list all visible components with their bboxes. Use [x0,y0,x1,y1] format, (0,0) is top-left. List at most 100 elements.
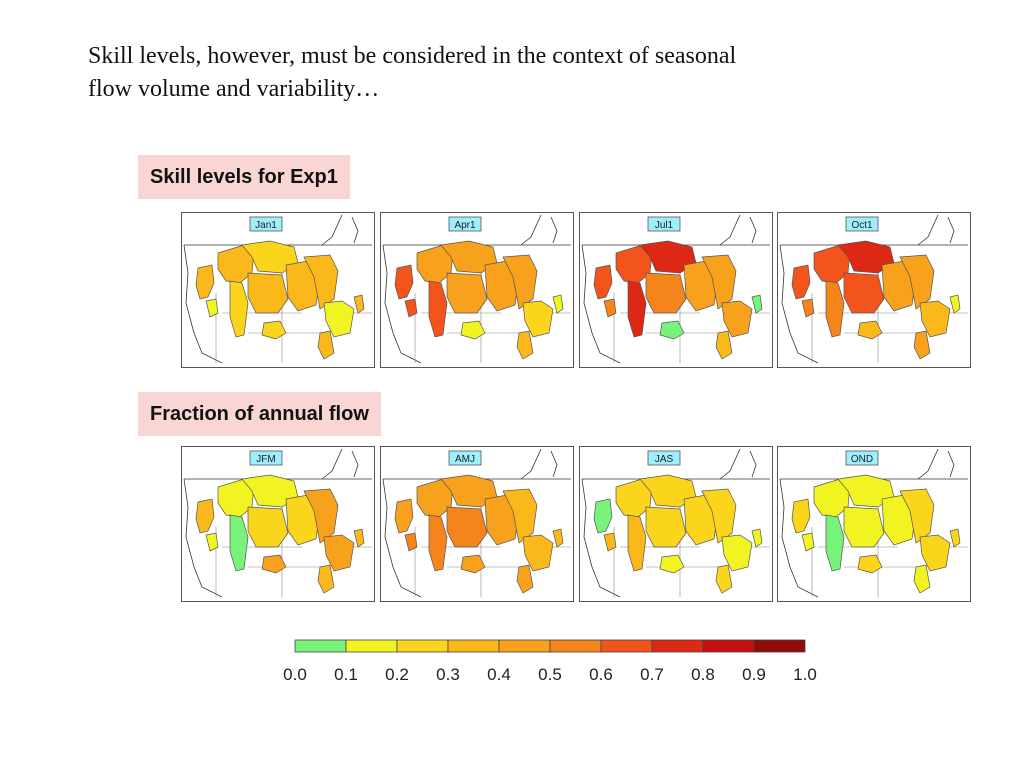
legend-tick: 1.0 [793,665,817,684]
coast-line [581,244,621,364]
basin-rio [913,330,931,360]
coast-line [550,216,558,244]
basin-upper-miss [502,488,538,544]
basin-east [751,528,763,548]
basin-missouri-s [645,272,687,314]
basin-west [593,264,613,300]
legend-swatch-7 [651,639,704,653]
basin-great-basin [801,532,815,552]
legend-swatch-5 [549,639,602,653]
map-title: Oct1 [845,216,879,232]
basins [791,474,961,594]
map-title-bg [448,450,482,466]
coast-line [382,244,422,364]
legend-swatch-0 [294,639,347,653]
map-panel-jul1: Jul1 [579,212,773,368]
basin-rio [913,564,931,594]
basin-missouri-s [247,272,289,314]
basin-great-basin [205,532,219,552]
map-title-bg [845,216,879,232]
basin-lower-miss [522,534,554,572]
basin-mountain [428,280,448,338]
coast-line [749,450,757,478]
coast-line [520,214,542,246]
basin-lower-miss [323,300,355,338]
map-panel-jfm: JFM [181,446,375,602]
intro-text: Skill levels, however, must be considere… [88,40,888,106]
map-title-bg [647,450,681,466]
coast-line [382,478,422,598]
map-title: Jan1 [249,216,283,232]
section-label-skill: Skill levels for Exp1 [138,155,350,199]
basin-missouri-s [843,506,885,548]
map-title-bg [448,216,482,232]
basin-mountain [229,280,249,338]
basins [791,240,961,360]
map-title-text: JFM [256,454,275,465]
map-title-text: JAS [655,454,674,465]
map-title-text: Jul1 [655,220,674,231]
legend-swatch-9 [753,639,806,653]
section-label-fraction: Fraction of annual flow [138,392,381,436]
basin-great-basin [603,298,617,318]
map-title: JAS [647,450,681,466]
basin-mountain [627,280,647,338]
coast-line [749,216,757,244]
basin-rio [317,330,335,360]
legend-tick: 0.6 [589,665,613,684]
map-title-text: OND [851,454,873,465]
map-panel-jas: JAS [579,446,773,602]
map-panel-apr1: Apr1 [380,212,574,368]
coast-line [351,216,359,244]
intro-line-1: Skill levels, however, must be considere… [88,43,737,69]
basin-missouri-s [446,272,488,314]
basin-lower-miss [721,534,753,572]
basin-upper-miss [502,254,538,310]
basin-lower-miss [323,534,355,572]
legend-swatch-4 [498,639,551,653]
basin-arkansas [659,554,685,574]
basin-great-basin [603,532,617,552]
basin-great-basin [205,298,219,318]
legend-svg: 0.0 0.1 0.2 0.3 0.4 0.5 0.6 0.7 0.8 0.9 1.0 [283,639,817,684]
basin-lower-miss [721,300,753,338]
basin-arkansas [857,554,883,574]
legend-swatch-8 [702,639,755,653]
basin-arkansas [460,320,486,340]
basin-missouri-s [247,506,289,548]
basin-west [791,264,811,300]
basins [394,474,564,594]
map-panel-oct1: Oct1 [777,212,971,368]
coast-line [917,214,939,246]
basin-upper-miss [303,488,339,544]
basin-mountain [825,514,845,572]
coast-line [947,216,955,244]
coast-line [321,214,343,246]
coast-line [719,448,741,480]
basin-east [949,294,961,314]
basins [593,474,763,594]
basin-east [751,294,763,314]
map-title-bg [647,216,681,232]
coast-line [947,450,955,478]
basin-mountain [825,280,845,338]
coast-line [183,244,223,364]
coast-line [779,478,819,598]
legend-tick: 0.7 [640,665,664,684]
coast-line [581,478,621,598]
basin-rio [516,564,534,594]
legend-swatch-3 [447,639,500,653]
basin-arkansas [857,320,883,340]
basin-east [353,528,365,548]
basin-west [791,498,811,534]
coast-line [321,448,343,480]
basin-great-basin [404,298,418,318]
coast-line [719,214,741,246]
coast-line [183,478,223,598]
basin-missouri-s [645,506,687,548]
basin-mountain [428,514,448,572]
basin-east [949,528,961,548]
map-panel-ond: OND [777,446,971,602]
basin-west [394,264,414,300]
